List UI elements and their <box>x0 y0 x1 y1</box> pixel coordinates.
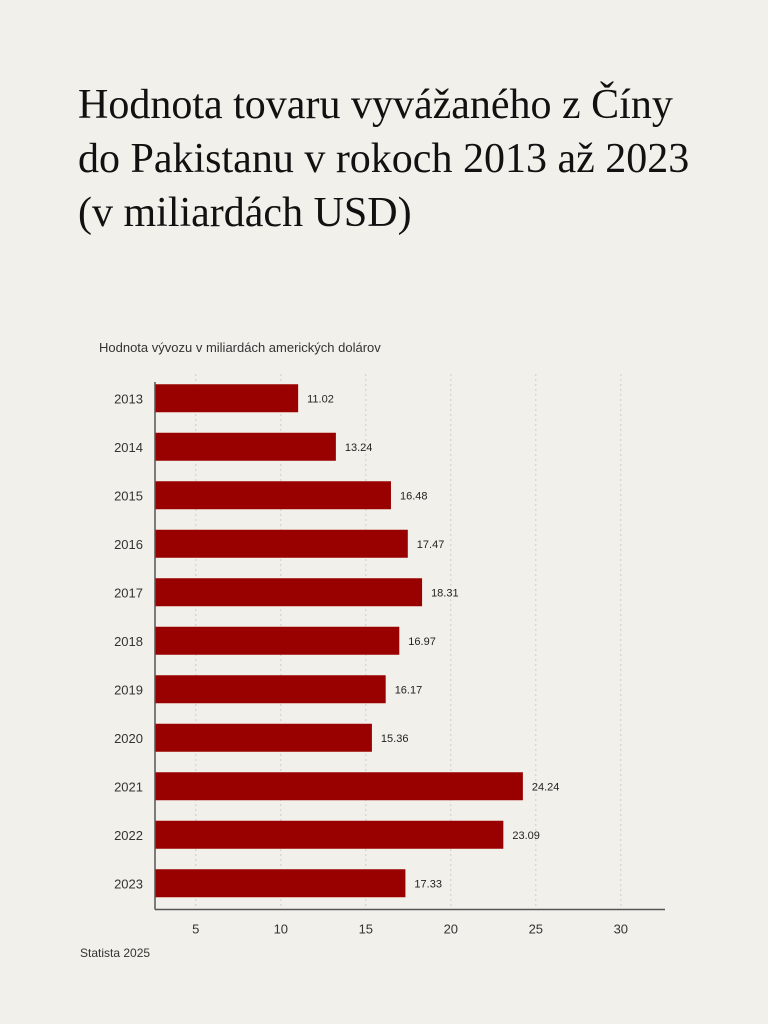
value-label-2020: 15.36 <box>381 733 409 745</box>
x-tick-label-10: 10 <box>274 922 288 937</box>
value-label-2017: 18.31 <box>431 587 459 599</box>
bar-2015 <box>155 481 391 510</box>
value-label-2022: 23.09 <box>512 830 540 842</box>
labels: 5 10 15 20 25 30 11.02 2013 13.24 2014 16.48 2015 17… <box>114 391 628 936</box>
y-tick-label-2020: 2020 <box>114 731 143 746</box>
bar-2023 <box>155 869 406 898</box>
bar-2016 <box>155 529 408 558</box>
y-tick-label-2016: 2016 <box>114 537 143 552</box>
x-tick-label-25: 25 <box>529 922 543 937</box>
x-tick-label-15: 15 <box>359 922 373 937</box>
y-tick-label-2013: 2013 <box>114 391 143 406</box>
grid-lines <box>195 374 622 910</box>
value-label-2021: 24.24 <box>532 781 560 793</box>
bar-2019 <box>155 675 386 704</box>
value-label-2015: 16.48 <box>400 490 428 502</box>
value-label-2013: 11.02 <box>307 393 334 405</box>
axes <box>154 382 665 911</box>
value-label-2023: 17.33 <box>414 878 442 890</box>
y-tick-label-2021: 2021 <box>114 779 143 794</box>
bar-2022 <box>155 820 504 849</box>
y-tick-label-2017: 2017 <box>114 585 143 600</box>
y-tick-label-2014: 2014 <box>114 440 143 455</box>
bar-2018 <box>155 626 400 655</box>
chart-subtitle: Hodnota vývozu v miliardách amerických d… <box>99 340 381 355</box>
value-label-2018: 16.97 <box>408 636 436 648</box>
x-tick-label-20: 20 <box>444 922 458 937</box>
value-label-2016: 17.47 <box>417 539 445 551</box>
bar-2013 <box>155 384 299 413</box>
y-tick-label-2015: 2015 <box>114 488 143 503</box>
y-tick-label-2022: 2022 <box>114 828 143 843</box>
value-label-2014: 13.24 <box>345 442 373 454</box>
value-label-2019: 16.17 <box>395 684 423 696</box>
y-tick-label-2019: 2019 <box>114 682 143 697</box>
x-tick-label-5: 5 <box>192 922 199 937</box>
x-tick-label-30: 30 <box>614 922 628 937</box>
y-tick-label-2023: 2023 <box>114 876 143 891</box>
bar-2021 <box>155 772 523 801</box>
source-note: Statista 2025 <box>80 946 151 960</box>
bar-2017 <box>155 578 423 607</box>
bar-2020 <box>155 723 372 752</box>
chart-title: Hodnota tovaru vyvážaného z Číny do Paki… <box>78 82 690 236</box>
y-tick-label-2018: 2018 <box>114 634 143 649</box>
bars <box>155 384 523 898</box>
bar-2014 <box>155 432 336 461</box>
